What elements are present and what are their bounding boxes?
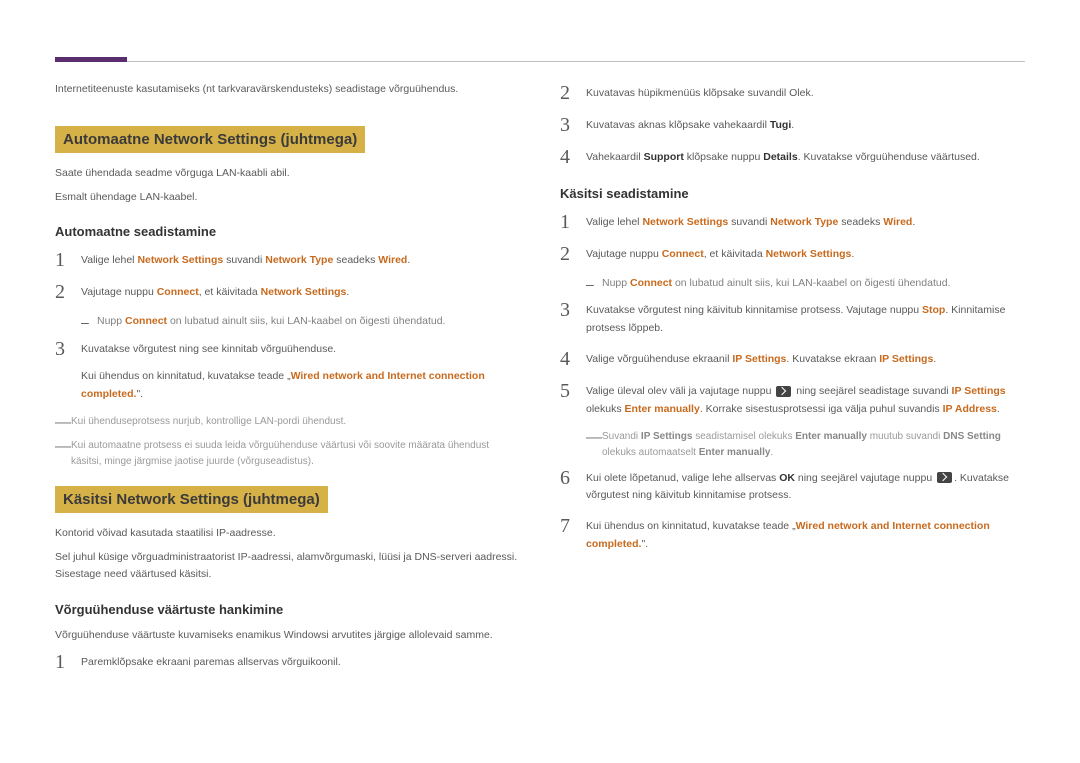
mstep-7: 7 Kui ühendus on kinnitatud, kuvatakse t… <box>560 515 1025 554</box>
step-text: Vajutage nuppu Connect, et käivitada Net… <box>81 281 520 302</box>
right-column: 2 Kuvatavas hüpikmenüüs klõpsake suvandi… <box>560 82 1025 683</box>
step-number: 2 <box>55 281 81 303</box>
remote-enter-icon <box>776 386 791 397</box>
step-number: 6 <box>560 467 586 489</box>
step-number: 2 <box>560 82 586 104</box>
step-text: Kui ühendus on kinnitatud, kuvatakse tea… <box>586 515 1025 554</box>
intro-text: Internetiteenuste kasutamiseks (nt tarkv… <box>55 82 520 98</box>
step-number: 1 <box>55 651 81 673</box>
left-column: Internetiteenuste kasutamiseks (nt tarkv… <box>55 82 520 683</box>
mstep-1: 1 Valige lehel Network Settings suvandi … <box>560 211 1025 233</box>
content-columns: Internetiteenuste kasutamiseks (nt tarkv… <box>55 82 1025 683</box>
dash-icon: ― <box>55 438 71 456</box>
step-text: Paremklõpsake ekraani paremas allservas … <box>81 651 520 672</box>
step-1: 1 Valige lehel Network Settings suvandi … <box>55 249 520 271</box>
para-lan2: Esmalt ühendage LAN-kaabel. <box>55 189 520 207</box>
step-2: 2 Vajutage nuppu Connect, et käivitada N… <box>55 281 520 303</box>
msubstep-connect: ‒ Nupp Connect on lubatud ainult siis, k… <box>586 275 1025 293</box>
heading-auto-network: Automaatne Network Settings (juhtmega) <box>55 126 365 153</box>
para-admin: Sel juhul küsige võrguadministraatorist … <box>55 549 520 585</box>
step-number: 5 <box>560 380 586 402</box>
step-text: Vajutage nuppu Connect, et käivitada Net… <box>586 243 1025 264</box>
step-text: Valige üleval olev väli ja vajutage nupp… <box>586 380 1025 419</box>
mstep-3: 3 Kuvatakse võrgutest ning käivitub kinn… <box>560 299 1025 338</box>
step-3: 3 Kuvatakse võrgutest ning see kinnitab … <box>55 338 520 405</box>
step-number: 3 <box>55 338 81 360</box>
dash-icon: ‒ <box>81 313 97 331</box>
step-number: 3 <box>560 114 586 136</box>
para-static-ip: Kontorid võivad kasutada staatilisi IP-a… <box>55 525 520 543</box>
step-number: 2 <box>560 243 586 265</box>
substep-text: Nupp Connect on lubatud ainult siis, kui… <box>97 313 520 330</box>
note-fail: ― Kui ühenduseprotsess nurjub, kontrolli… <box>55 414 520 432</box>
step-text: Kuvatakse võrgutest ning käivitub kinnit… <box>586 299 1025 338</box>
step-text: Valige lehel Network Settings suvandi Ne… <box>81 249 520 270</box>
step-text: Vahekaardil Support klõpsake nuppu Detai… <box>586 146 1025 167</box>
step-number: 1 <box>55 249 81 271</box>
note-manual: ― Kui automaatne protsess ei suuda leida… <box>55 438 520 470</box>
remote-enter-icon <box>937 472 952 483</box>
step-text: Valige võrguühenduse ekraanil IP Setting… <box>586 348 1025 369</box>
para-windows: Võrguühenduse väärtuste kuvamiseks enami… <box>55 627 520 645</box>
step-text: Valige lehel Network Settings suvandi Ne… <box>586 211 1025 232</box>
step-number: 3 <box>560 299 586 321</box>
substep-connect-note: ‒ Nupp Connect on lubatud ainult siis, k… <box>81 313 520 331</box>
step-text: Kuvatavas aknas klõpsake vahekaardil Tug… <box>586 114 1025 135</box>
header-bar <box>55 50 1025 62</box>
step-number: 1 <box>560 211 586 233</box>
dash-icon: ― <box>55 414 71 432</box>
subheading-auto-setup: Automaatne seadistamine <box>55 224 520 239</box>
heading-manual-network: Käsitsi Network Settings (juhtmega) <box>55 486 328 513</box>
mstep-6: 6 Kui olete lõpetanud, valige lehe allse… <box>560 467 1025 506</box>
mnote-ip: ― Suvandi IP Settings seadistamisel olek… <box>586 429 1025 461</box>
header-divider <box>55 61 1025 62</box>
step-number: 4 <box>560 348 586 370</box>
dash-icon: ‒ <box>586 275 602 293</box>
dash-icon: ― <box>586 429 602 447</box>
mstep-2: 2 Vajutage nuppu Connect, et käivitada N… <box>560 243 1025 265</box>
subheading-manual-setup: Käsitsi seadistamine <box>560 186 1025 201</box>
rstep-3: 3 Kuvatavas aknas klõpsake vahekaardil T… <box>560 114 1025 136</box>
step-text: Kui olete lõpetanud, valige lehe allserv… <box>586 467 1025 506</box>
mstep-5: 5 Valige üleval olev väli ja vajutage nu… <box>560 380 1025 419</box>
mstep-4: 4 Valige võrguühenduse ekraanil IP Setti… <box>560 348 1025 370</box>
note-text: Kui automaatne protsess ei suuda leida v… <box>71 438 520 470</box>
note-text: Kui ühenduseprotsess nurjub, kontrollige… <box>71 414 520 430</box>
rstep-2: 2 Kuvatavas hüpikmenüüs klõpsake suvandi… <box>560 82 1025 104</box>
step-number: 4 <box>560 146 586 168</box>
subheading-values: Võrguühenduse väärtuste hankimine <box>55 602 520 617</box>
step-number: 7 <box>560 515 586 537</box>
para-lan: Saate ühendada seadme võrguga LAN-kaabli… <box>55 165 520 183</box>
step-text: Kuvatavas hüpikmenüüs klõpsake suvandil … <box>586 82 1025 103</box>
rstep-4: 4 Vahekaardil Support klõpsake nuppu Det… <box>560 146 1025 168</box>
step-text: Kuvatakse võrgutest ning see kinnitab võ… <box>81 338 520 405</box>
substep-text: Nupp Connect on lubatud ainult siis, kui… <box>602 275 1025 292</box>
note-text: Suvandi IP Settings seadistamisel olekuk… <box>602 429 1025 461</box>
vstep-1: 1 Paremklõpsake ekraani paremas allserva… <box>55 651 520 673</box>
accent-bar <box>55 57 127 62</box>
